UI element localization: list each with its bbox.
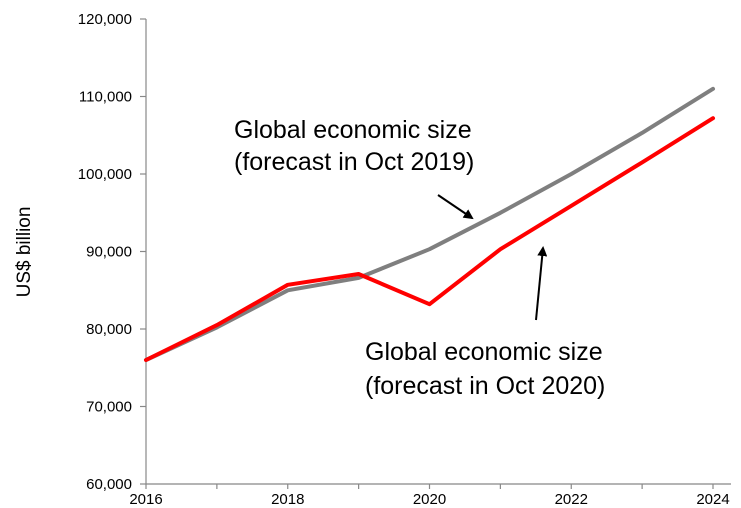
x-ticks: 2016 2018 2020 2022 2024 <box>129 484 730 508</box>
x-tick-label: 2016 <box>129 491 162 508</box>
annotation-2019: Global economic size (forecast in Oct 20… <box>234 116 474 220</box>
series-line-oct-2020 <box>144 116 715 362</box>
annotation-2020-arrow <box>535 246 548 321</box>
annotation-2019-arrow <box>437 194 474 220</box>
y-tick-label: 60,000 <box>86 476 132 493</box>
x-tick-label: 2020 <box>413 491 446 508</box>
y-tick-label: 80,000 <box>86 321 132 338</box>
annotation-2019-line2: (forecast in Oct 2019) <box>234 148 474 176</box>
x-tick-label: 2024 <box>696 491 729 508</box>
annotation-2020-line2: (forecast in Oct 2020) <box>365 372 605 400</box>
y-tick-label: 120,000 <box>78 11 132 28</box>
x-tick-label: 2022 <box>555 491 588 508</box>
axes <box>145 19 731 485</box>
annotation-2020-line1: Global economic size <box>365 338 603 366</box>
y-tick-label: 100,000 <box>78 166 132 183</box>
y-tick-label: 70,000 <box>86 399 132 416</box>
series-line-oct-2019 <box>144 86 715 362</box>
annotation-2019-line1: Global economic size <box>234 116 472 144</box>
y-tick-label: 90,000 <box>86 244 132 261</box>
annotation-2020: Global economic size (forecast in Oct 20… <box>365 246 605 400</box>
series-lines <box>144 86 715 362</box>
y-ticks: 60,000 70,000 80,000 90,000 100,000 110,000 12… <box>78 11 146 493</box>
y-axis-label: US$ billion <box>14 207 35 298</box>
x-tick-label: 2018 <box>271 491 304 508</box>
y-tick-label: 110,000 <box>79 89 132 106</box>
